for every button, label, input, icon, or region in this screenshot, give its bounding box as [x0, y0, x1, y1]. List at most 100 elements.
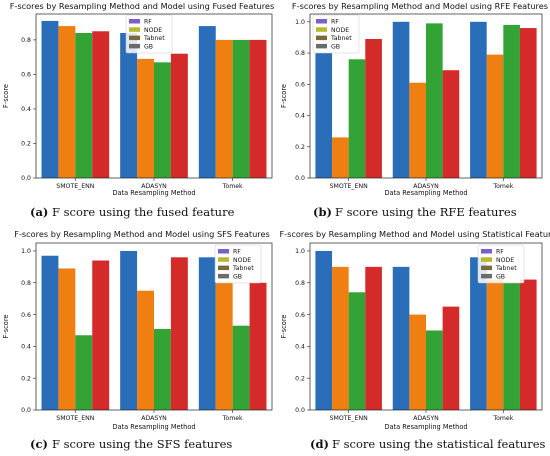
bar-tabnet-adasyn	[154, 328, 171, 410]
bar-rf-tomek	[198, 257, 216, 410]
bar-node-tomek	[215, 39, 233, 178]
x-tick-label: Tomek	[492, 183, 513, 190]
bar-gb-tomek	[519, 279, 537, 410]
legend-swatch-node	[129, 27, 140, 32]
y-tick-label: 0.6	[21, 312, 31, 319]
bar-rf-tomek	[470, 21, 487, 179]
y-tick-label: 0.0	[295, 407, 305, 414]
bar-node-smote_enn	[332, 266, 349, 410]
bar-tabnet-smote_enn	[75, 335, 93, 410]
chart-panel-4: F-scores by Resampling Method and Model …	[279, 229, 550, 451]
bar-gb-tomek	[519, 28, 537, 179]
legend-swatch-node	[316, 27, 327, 32]
y-tick-label: 0.8	[21, 280, 31, 287]
bar-tabnet-adasyn	[426, 23, 443, 179]
legend-box	[312, 14, 360, 54]
y-tick-label: 0.0	[21, 175, 31, 182]
legend-swatch-rf	[316, 19, 327, 24]
y-tick-label: 0.0	[295, 175, 305, 182]
caption-letter: (c)	[30, 437, 48, 451]
bar-rf-smote_enn	[315, 250, 333, 410]
y-axis-label: F-score	[280, 84, 288, 108]
bar-tabnet-smote_enn	[75, 32, 93, 178]
bar-gb-smote_enn	[365, 266, 382, 410]
legend-label-rf: RF	[496, 249, 504, 256]
y-tick-label: 0.8	[295, 50, 305, 57]
bar-gb-smote_enn	[92, 260, 110, 410]
legend-box	[214, 244, 262, 284]
bar-node-adasyn	[137, 290, 154, 410]
legend-label-node: NODE	[496, 257, 514, 264]
bar-gb-adasyn	[170, 53, 188, 178]
y-tick-label: 0.6	[295, 312, 305, 319]
bar-rf-adasyn	[392, 21, 410, 179]
legend-label-tabnet: Tabnet	[495, 265, 517, 272]
y-tick-label: 0.4	[21, 106, 31, 113]
y-tick-label: 0.2	[295, 144, 305, 151]
x-tick-label: Tomek	[222, 415, 243, 422]
caption-letter: (d)	[310, 437, 329, 451]
legend-swatch-tabnet	[481, 265, 492, 271]
caption-text: F score using the statistical features	[332, 437, 546, 451]
legend-box	[477, 244, 525, 284]
x-tick-label: ADASYN	[141, 415, 167, 422]
legend-label-rf: RF	[144, 19, 152, 26]
y-tick-label: 0.2	[21, 375, 31, 382]
legend-label-gb: GB	[496, 273, 505, 280]
bar-node-adasyn	[137, 58, 154, 178]
bar-node-tomek	[215, 282, 233, 410]
x-tick-label: SMOTE_ENN	[56, 415, 94, 422]
bar-tabnet-tomek	[503, 24, 520, 179]
legend-swatch-node	[481, 257, 492, 262]
caption-letter: (a)	[30, 205, 48, 219]
bar-tabnet-smote_enn	[348, 292, 366, 410]
x-axis-label: Data Resampling Method	[384, 423, 467, 431]
x-axis-label: Data Resampling Method	[384, 189, 467, 197]
bar-rf-adasyn	[120, 250, 138, 410]
y-axis-label: F-score	[280, 315, 288, 339]
y-tick-label: 0.6	[21, 72, 31, 79]
bar-tabnet-smote_enn	[348, 59, 366, 178]
y-tick-label: 0.4	[21, 344, 31, 351]
chart-panel-1: F-scores by Resampling Method and Model …	[2, 1, 274, 219]
bar-rf-tomek	[198, 26, 216, 178]
legend-swatch-rf	[218, 249, 229, 254]
x-axis-label: Data Resampling Method	[112, 189, 195, 197]
caption-letter: (b)	[313, 205, 332, 219]
bar-rf-smote_enn	[41, 255, 59, 410]
x-tick-label: ADASYN	[141, 183, 167, 190]
x-tick-label: ADASYN	[413, 415, 439, 422]
caption-text: F score using the SFS features	[52, 437, 232, 451]
y-tick-label: 1.0	[295, 248, 305, 255]
legend-label-gb: GB	[144, 43, 153, 50]
legend-swatch-gb	[129, 43, 140, 49]
y-axis-label: F-score	[2, 84, 10, 108]
chart-title: F-scores by Resampling Method and Model …	[292, 1, 548, 11]
bar-node-smote_enn	[58, 26, 76, 178]
legend-label-node: NODE	[144, 27, 162, 34]
chart-panel-2: F-scores by Resampling Method and Model …	[280, 1, 548, 219]
legend-label-tabnet: Tabnet	[330, 35, 352, 42]
y-axis-label: F-score	[2, 315, 10, 339]
bar-gb-adasyn	[442, 70, 460, 178]
legend-label-node: NODE	[331, 27, 349, 34]
bar-rf-adasyn	[120, 32, 138, 178]
legend-label-gb: GB	[331, 43, 340, 50]
bar-node-tomek	[486, 54, 504, 178]
y-tick-label: 0.8	[295, 280, 305, 287]
x-tick-label: ADASYN	[413, 183, 439, 190]
legend-swatch-gb	[316, 43, 327, 49]
bar-gb-adasyn	[170, 257, 188, 410]
x-tick-label: SMOTE_ENN	[56, 183, 94, 190]
legend-swatch-gb	[218, 273, 229, 279]
chart-title: F-scores by Resampling Method and Model …	[14, 229, 270, 239]
y-tick-label: 0.4	[295, 113, 305, 120]
bar-gb-tomek	[249, 282, 267, 410]
bar-node-smote_enn	[58, 268, 76, 410]
chart-title: F-scores by Resampling Method and Model …	[279, 229, 550, 239]
legend-label-node: NODE	[233, 257, 251, 264]
bar-node-adasyn	[409, 314, 426, 410]
legend-swatch-tabnet	[218, 265, 229, 271]
y-tick-label: 0.8	[21, 37, 31, 44]
legend-swatch-node	[218, 257, 229, 262]
